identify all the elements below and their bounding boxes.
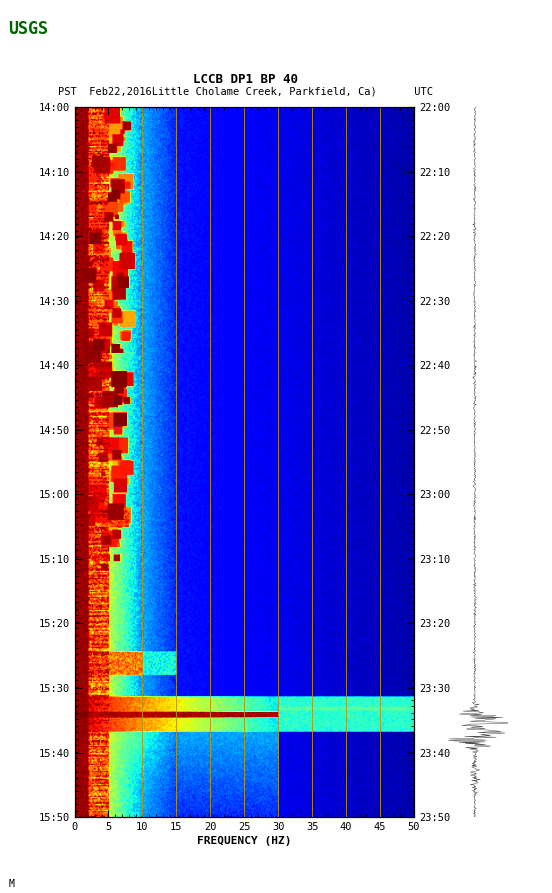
X-axis label: FREQUENCY (HZ): FREQUENCY (HZ) [197,836,291,847]
Text: LCCB DP1 BP 40: LCCB DP1 BP 40 [193,72,298,86]
Text: PST  Feb22,2016Little Cholame Creek, Parkfield, Ca)      UTC: PST Feb22,2016Little Cholame Creek, Park… [58,87,433,96]
Text: USGS: USGS [8,20,48,38]
Text: M: M [8,879,14,889]
